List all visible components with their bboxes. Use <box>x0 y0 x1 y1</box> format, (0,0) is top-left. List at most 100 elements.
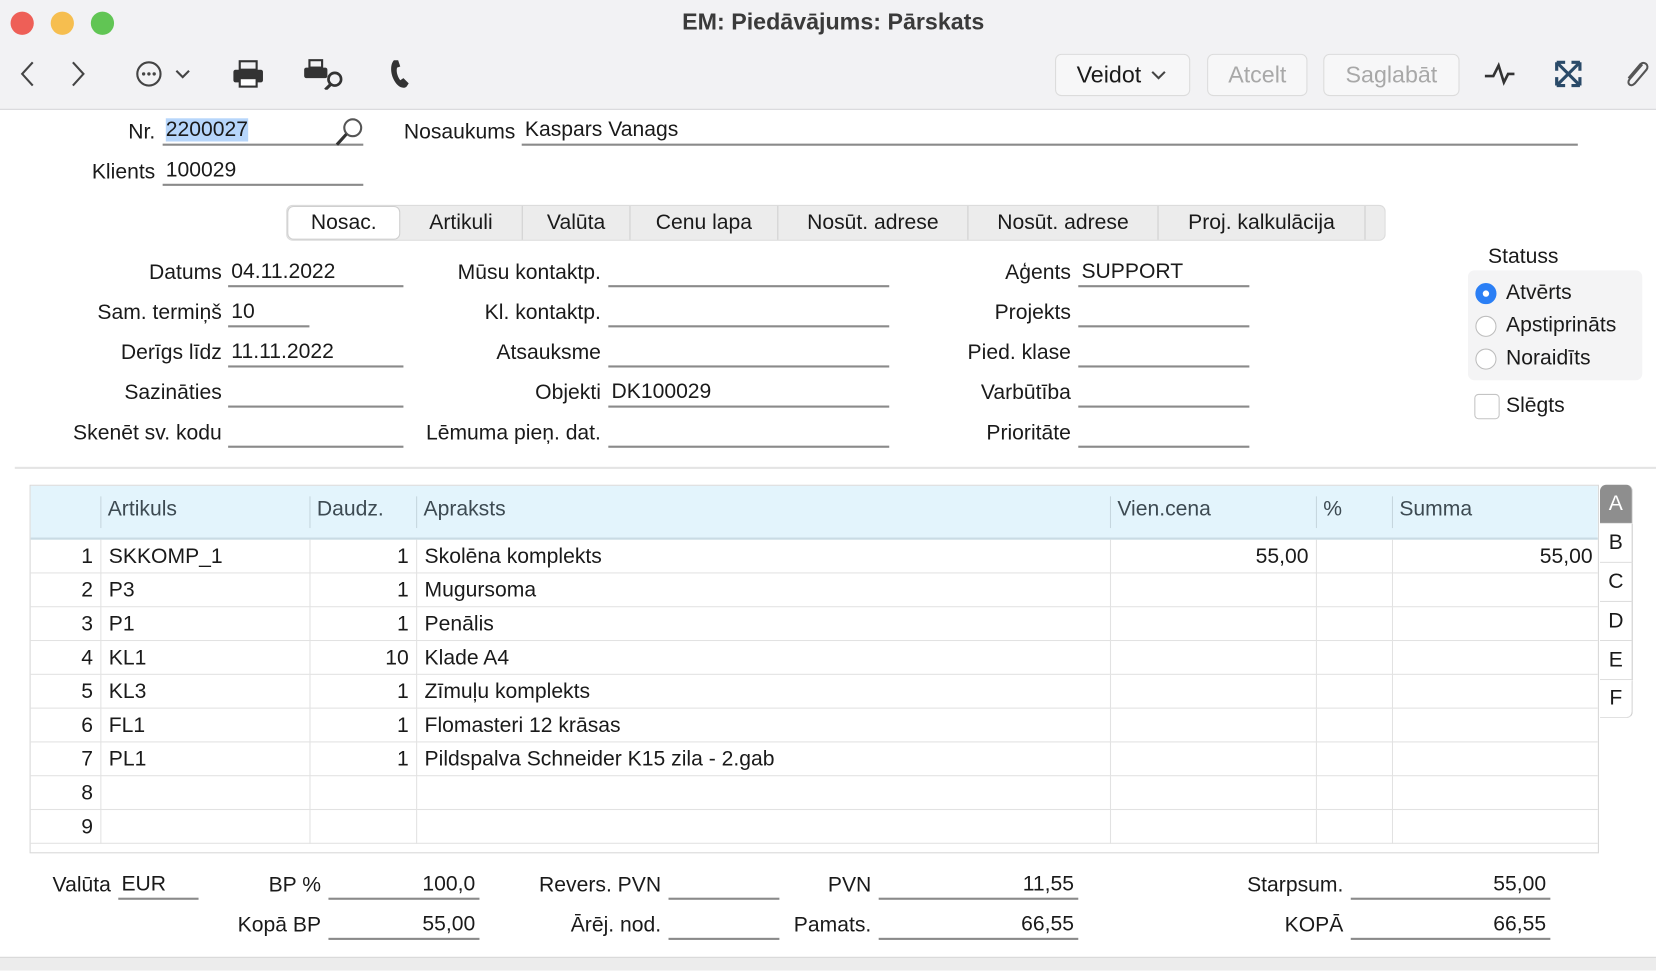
minimize-window-button[interactable] <box>50 11 74 35</box>
side-tab-b[interactable]: B <box>1599 523 1633 563</box>
cancel-button[interactable]: Atcelt <box>1207 53 1308 97</box>
zoom-window-button[interactable] <box>90 11 115 35</box>
table-row[interactable]: 5 KL3 1 Zīmuļu komplekts <box>30 674 1598 709</box>
column-header-daudz[interactable]: Daudz. <box>309 496 416 529</box>
print-icon[interactable] <box>230 57 266 91</box>
back-icon[interactable] <box>15 57 40 91</box>
projekts-field[interactable] <box>1078 300 1250 328</box>
cell-vien-cena[interactable] <box>1109 742 1316 777</box>
cell-[interactable] <box>1315 641 1392 675</box>
more-actions-icon[interactable] <box>133 57 196 91</box>
table-row[interactable]: 7 PL1 1 Pildspalva Schneider K15 zila - 2.g… <box>30 742 1598 777</box>
pamats-field[interactable]: 66,55 <box>878 912 1079 940</box>
kopa-bp-field[interactable]: 55,00 <box>328 912 480 940</box>
pied-klase-field[interactable] <box>1078 340 1250 368</box>
cell-[interactable] <box>1315 742 1392 777</box>
cell-daudz[interactable] <box>309 810 416 844</box>
cell-summa[interactable] <box>1391 607 1598 642</box>
klients-field[interactable]: 100029 <box>162 158 364 186</box>
sam-termins-field[interactable]: 10 <box>228 300 310 328</box>
forward-icon[interactable] <box>65 57 90 91</box>
cell-vien-cena[interactable] <box>1109 708 1316 743</box>
column-header-[interactable]: % <box>1315 496 1392 529</box>
cell-[interactable] <box>1315 708 1392 743</box>
column-header-apraksts[interactable]: Apraksts <box>416 496 1110 529</box>
fullscreen-icon[interactable] <box>1552 57 1584 91</box>
cell-artikuls[interactable]: P1 <box>100 607 309 642</box>
kopa-field[interactable]: 66,55 <box>1350 912 1551 940</box>
cell-summa[interactable] <box>1391 674 1598 709</box>
cell-artikuls[interactable] <box>100 776 309 811</box>
cell-vien-cena[interactable] <box>1109 641 1316 675</box>
cell-vien-cena[interactable] <box>1109 776 1316 811</box>
radio-apstiprinats[interactable] <box>1475 315 1497 337</box>
cell-vien-cena[interactable] <box>1109 810 1316 844</box>
cell-artikuls[interactable]: KL3 <box>100 674 309 709</box>
cell-daudz[interactable]: 1 <box>309 539 416 574</box>
objekti-field[interactable]: DK100029 <box>608 380 890 408</box>
cell-apraksts[interactable]: Penālis <box>416 607 1110 642</box>
valuta-field[interactable]: EUR <box>118 872 199 900</box>
lookup-magnifier-icon[interactable] <box>334 116 366 154</box>
save-button[interactable]: Saglabāt <box>1323 53 1460 97</box>
prioritate-field[interactable] <box>1078 420 1250 448</box>
cell-vien-cena[interactable] <box>1109 674 1316 709</box>
starpsum-field[interactable]: 55,00 <box>1350 872 1551 900</box>
cell-summa[interactable] <box>1391 810 1598 844</box>
close-window-button[interactable] <box>10 11 34 35</box>
cell-artikuls[interactable]: SKKOMP_1 <box>100 539 309 574</box>
cell-daudz[interactable]: 1 <box>309 674 416 709</box>
cell-apraksts[interactable] <box>416 776 1110 811</box>
table-row[interactable]: 6 FL1 1 Flomasteri 12 krāsas <box>30 708 1598 743</box>
cell-summa[interactable] <box>1391 573 1598 608</box>
cell-apraksts[interactable]: Pildspalva Schneider K15 zila - 2.gab <box>416 742 1110 777</box>
cell-vien-cena[interactable] <box>1109 607 1316 642</box>
cell-summa[interactable] <box>1391 742 1598 777</box>
print-preview-icon[interactable] <box>303 57 345 91</box>
side-tab-a[interactable]: A <box>1599 484 1633 524</box>
cell-[interactable] <box>1315 810 1392 844</box>
cell-artikuls[interactable] <box>100 810 309 844</box>
cell-daudz[interactable]: 1 <box>309 742 416 777</box>
nosaukums-field[interactable]: Kaspars Vanags <box>521 118 1578 146</box>
cell-apraksts[interactable]: Mugursoma <box>416 573 1110 608</box>
kl-kontaktp-field[interactable] <box>608 300 890 328</box>
cell-artikuls[interactable]: KL1 <box>100 641 309 675</box>
nr-field[interactable]: 2200027 <box>162 118 364 146</box>
cell-summa[interactable] <box>1391 776 1598 811</box>
cell-daudz[interactable]: 1 <box>309 607 416 642</box>
tab-nosut-adrese-1[interactable]: Nosūt. adrese <box>778 205 969 240</box>
cell-[interactable] <box>1315 776 1392 811</box>
pvn-field[interactable]: 11,55 <box>878 872 1079 900</box>
arej-field[interactable] <box>668 912 780 940</box>
tab-proj-kalkulacija[interactable]: Proj. kalkulācija <box>1159 205 1366 240</box>
cell-summa[interactable] <box>1391 641 1598 675</box>
table-row[interactable]: 9 <box>30 810 1598 844</box>
lemuma-pien-dat-field[interactable] <box>608 420 890 448</box>
table-row[interactable]: 4 KL1 10 Klade A4 <box>30 641 1598 675</box>
cell-[interactable] <box>1315 573 1392 608</box>
tab-nosac[interactable]: Nosac. <box>287 205 401 240</box>
slegts-checkbox[interactable] <box>1474 393 1500 420</box>
radio-atverts[interactable] <box>1475 283 1497 305</box>
cell-daudz[interactable]: 1 <box>309 708 416 743</box>
derigs-lidz-field[interactable]: 11.11.2022 <box>228 340 404 368</box>
cell-daudz[interactable]: 1 <box>309 573 416 608</box>
cell-artikuls[interactable]: FL1 <box>100 708 309 743</box>
musu-kontaktp-field[interactable] <box>608 260 890 288</box>
cell-daudz[interactable] <box>309 776 416 811</box>
cell-vien-cena[interactable] <box>1109 573 1316 608</box>
cell-apraksts[interactable]: Klade A4 <box>416 641 1110 675</box>
side-tab-e[interactable]: E <box>1599 641 1633 681</box>
bp-field[interactable]: 100,0 <box>328 872 480 900</box>
side-tab-d[interactable]: D <box>1599 601 1633 642</box>
column-header-summa[interactable]: Summa <box>1391 496 1598 529</box>
atsauksme-field[interactable] <box>608 340 890 368</box>
datums-field[interactable]: 04.11.2022 <box>228 260 404 288</box>
cell-apraksts[interactable]: Skolēna komplekts <box>416 539 1110 574</box>
cell-artikuls[interactable]: PL1 <box>100 742 309 777</box>
activity-pulse-icon[interactable] <box>1483 57 1517 91</box>
tab-nosut-adrese-2[interactable]: Nosūt. adrese <box>968 205 1159 240</box>
agents-field[interactable]: SUPPORT <box>1078 260 1250 288</box>
cell-apraksts[interactable]: Flomasteri 12 krāsas <box>416 708 1110 743</box>
